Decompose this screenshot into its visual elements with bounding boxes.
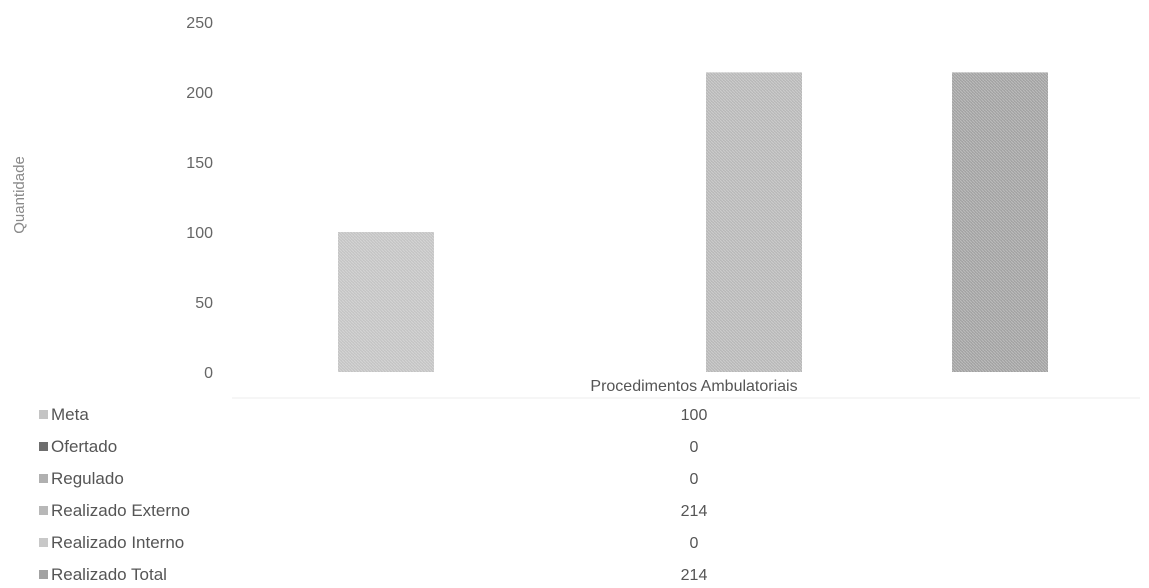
y-tick-label: 0 (204, 365, 213, 382)
legend-label: Realizado Externo (51, 501, 190, 520)
legend-label: Ofertado (51, 437, 117, 456)
y-tick-label: 100 (186, 225, 213, 242)
data-value: 0 (690, 439, 699, 456)
data-value: 0 (690, 535, 699, 552)
legend-swatch (39, 410, 48, 419)
y-tick-label: 50 (195, 295, 213, 312)
table-row: Realizado Interno 0 (39, 533, 699, 552)
legend-swatch (39, 538, 48, 547)
category-label: Procedimentos Ambulatoriais (590, 378, 797, 395)
legend-swatch (39, 442, 48, 451)
legend-swatch (39, 474, 48, 483)
legend-label: Meta (51, 405, 89, 424)
data-value: 214 (681, 503, 708, 520)
y-tick-label: 150 (186, 155, 213, 172)
data-value: 0 (690, 471, 699, 488)
data-value: 100 (681, 407, 708, 424)
y-tick-label: 200 (186, 85, 213, 102)
table-row: Regulado 0 (39, 469, 699, 488)
y-tick-label: 250 (186, 15, 213, 32)
bar-texture (952, 72, 1048, 373)
y-axis-title: Quantidade (11, 156, 28, 234)
table-row: Ofertado 0 (39, 437, 699, 456)
legend-swatch (39, 570, 48, 579)
table-row: Meta 100 (39, 405, 707, 424)
y-axis: 0 50 100 150 200 250 (186, 15, 213, 382)
table-row: Realizado Total 214 (39, 565, 707, 584)
bar-group (338, 72, 1048, 373)
legend-swatch (39, 506, 48, 515)
data-table: Meta 100 Ofertado 0 Regulado 0 Realizado Exter… (39, 397, 1140, 584)
data-value: 214 (681, 567, 708, 584)
bar-texture (338, 232, 434, 372)
bar-texture (706, 72, 802, 373)
legend-label: Realizado Total (51, 565, 167, 584)
legend-label: Regulado (51, 469, 124, 488)
table-row: Realizado Externo 214 (39, 501, 707, 520)
legend-label: Realizado Interno (51, 533, 184, 552)
